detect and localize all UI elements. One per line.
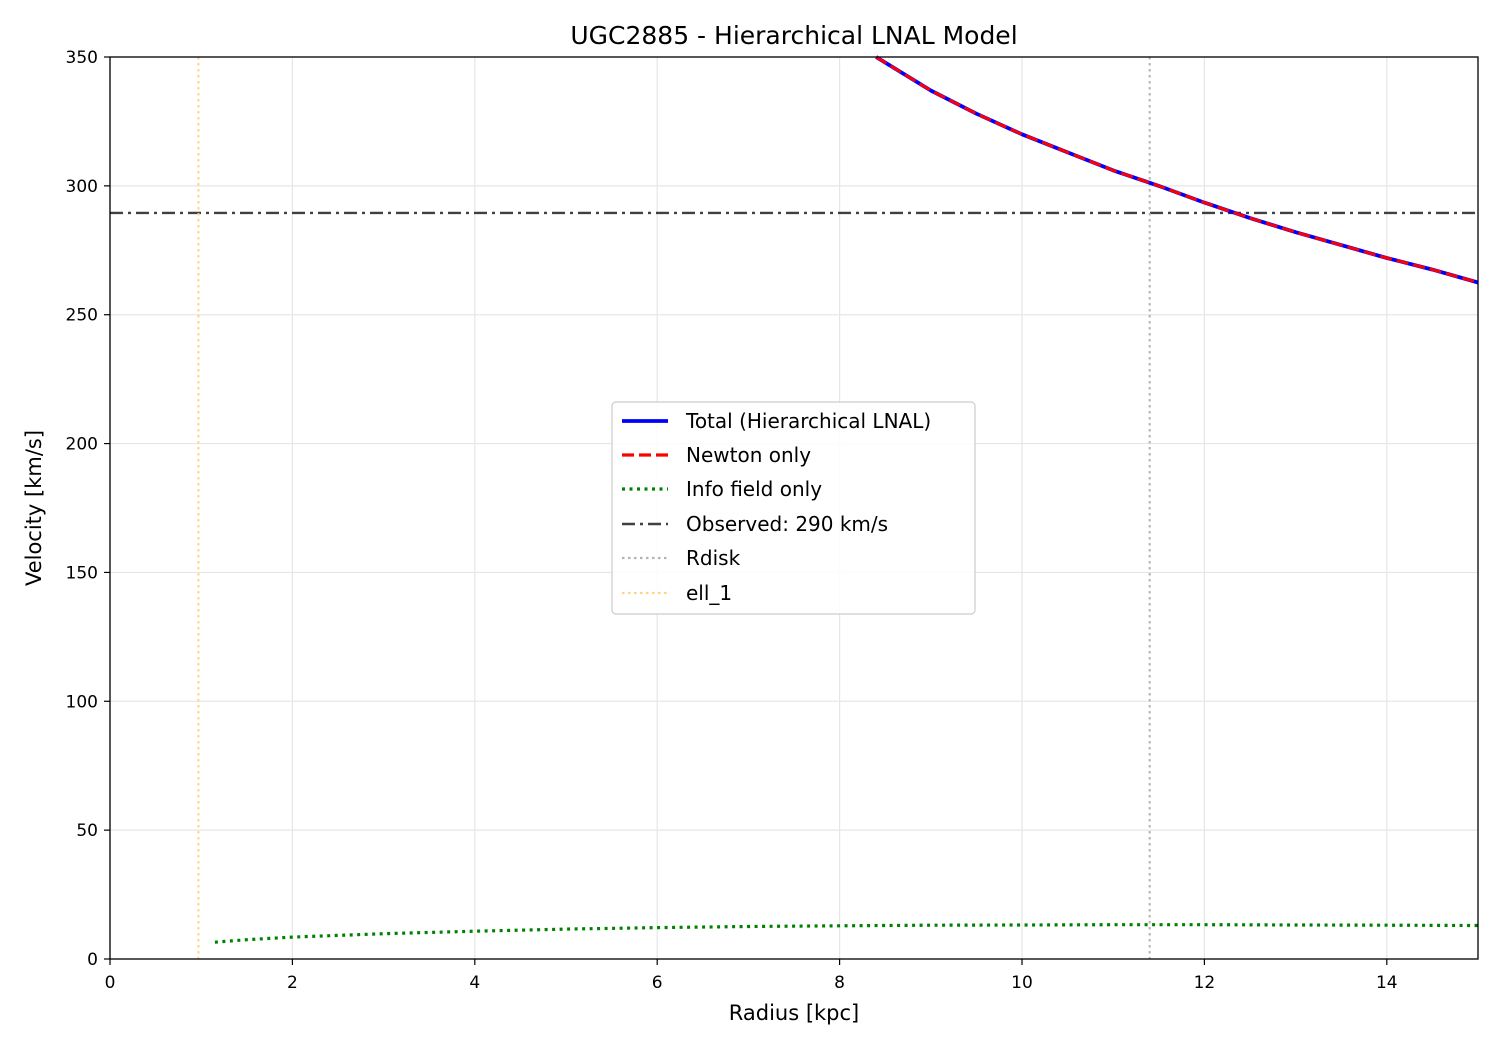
- legend: Total (Hierarchical LNAL) Newton only In…: [611, 401, 976, 615]
- x-tick-label: 8: [834, 973, 845, 993]
- x-tick-label: 2: [287, 973, 298, 993]
- x-tick-label: 6: [652, 973, 663, 993]
- chart-title: UGC2885 - Hierarchical LNAL Model: [570, 21, 1017, 50]
- legend-label-newton: Newton only: [686, 443, 811, 467]
- x-tick-label: 0: [105, 973, 116, 993]
- y-tick-label: 150: [66, 563, 98, 583]
- legend-label-rdisk: Rdisk: [686, 546, 741, 570]
- ticks: 0 2 4 6 8 10 12 14 0 50 100 150 200 250 300 350: [66, 48, 1398, 993]
- y-axis-label: Velocity [km/s]: [22, 430, 46, 586]
- y-tick-label: 100: [66, 692, 98, 712]
- y-tick-label: 250: [66, 306, 98, 326]
- legend-label-info: Info field only: [686, 477, 822, 501]
- y-tick-label: 300: [66, 177, 98, 197]
- legend-label-observed: Observed: 290 km/s: [686, 512, 888, 536]
- legend-box: [611, 401, 976, 615]
- y-tick-label: 350: [66, 48, 98, 68]
- x-tick-label: 12: [1194, 973, 1216, 993]
- legend-label-ell1: ell_1: [686, 581, 732, 605]
- y-tick-label: 200: [66, 435, 98, 455]
- data-layer: [110, 55, 1479, 959]
- series-line-1: [875, 55, 1479, 284]
- x-tick-label: 10: [1011, 973, 1033, 993]
- plot-frame: [109, 56, 1479, 960]
- y-tick-label: 50: [76, 821, 98, 841]
- y-tick-label: 0: [87, 950, 98, 970]
- x-axis-label: Radius [kpc]: [729, 1001, 860, 1025]
- series-line-2: [214, 923, 1479, 944]
- x-tick-label: 14: [1376, 973, 1398, 993]
- legend-label-total: Total (Hierarchical LNAL): [685, 409, 931, 433]
- x-tick-label: 4: [469, 973, 480, 993]
